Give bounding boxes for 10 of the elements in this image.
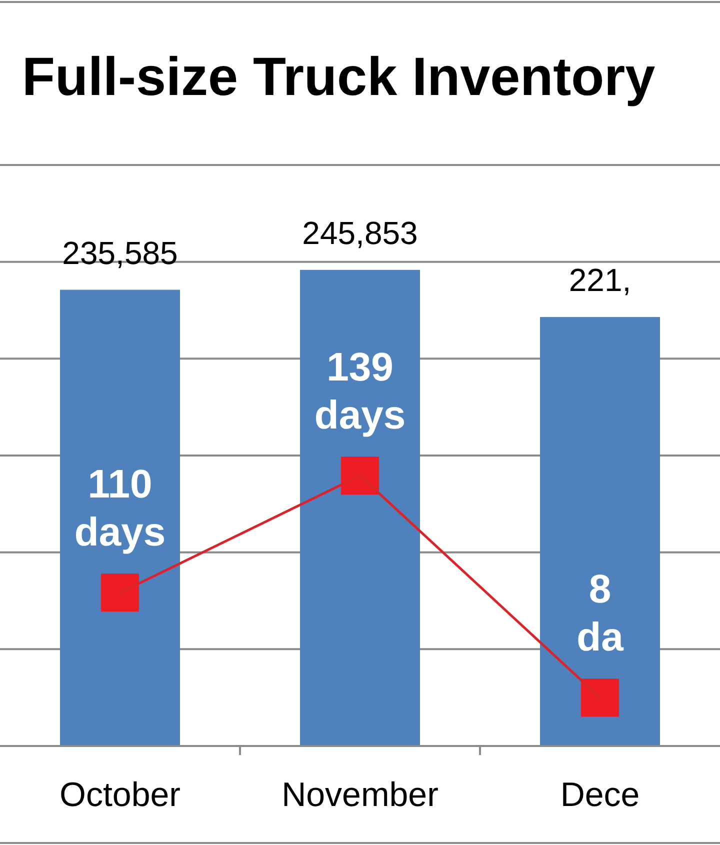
- data-label: 139 days: [314, 346, 406, 438]
- x-tick-label: October: [60, 776, 180, 814]
- data-label: 245,853: [302, 214, 418, 251]
- annotation: 8 da: [576, 568, 624, 660]
- data-label: 110 days: [74, 462, 166, 555]
- x-tick-label: Dece: [560, 776, 640, 814]
- annotation: 221,: [568, 262, 632, 298]
- x-tick-label: November: [282, 776, 438, 814]
- data-label: 235,585: [62, 234, 178, 271]
- chart-title: Full-size Truck Inventory: [22, 47, 656, 107]
